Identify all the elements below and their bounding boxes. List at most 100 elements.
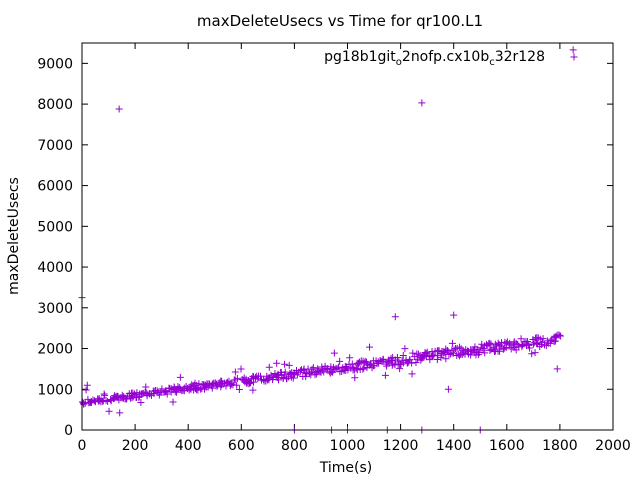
data-point <box>532 339 540 347</box>
data-points <box>78 46 577 434</box>
data-point <box>146 390 154 398</box>
x-tick-label: 1600 <box>489 438 525 454</box>
x-tick-label: 600 <box>228 438 255 454</box>
y-tick-label: 2000 <box>37 342 73 358</box>
y-tick-label: 7000 <box>37 138 73 154</box>
data-point <box>426 356 434 364</box>
data-point <box>142 383 150 391</box>
data-point <box>309 364 317 372</box>
data-point <box>281 360 289 368</box>
data-point <box>301 369 309 377</box>
data-point <box>456 343 464 351</box>
data-point <box>100 390 108 398</box>
data-point <box>176 373 184 381</box>
data-point <box>360 364 368 372</box>
data-point <box>401 345 409 353</box>
data-point <box>399 351 407 359</box>
data-point <box>359 365 367 373</box>
data-point <box>531 349 539 357</box>
data-point <box>366 343 374 351</box>
data-point <box>313 367 321 375</box>
data-point <box>408 359 416 367</box>
data-point <box>444 385 452 393</box>
data-point <box>418 99 426 107</box>
data-point <box>335 363 343 371</box>
data-point <box>336 357 344 365</box>
data-point <box>101 391 109 399</box>
data-point <box>289 374 297 382</box>
data-point <box>351 374 359 382</box>
data-point <box>231 368 239 376</box>
data-point <box>546 339 554 347</box>
data-point <box>541 341 549 349</box>
data-point <box>393 354 401 362</box>
data-point <box>233 381 241 389</box>
data-point <box>443 347 451 355</box>
data-point <box>283 375 291 383</box>
data-point <box>361 357 369 365</box>
legend-label-subscript-1: o <box>396 57 402 68</box>
data-point <box>413 355 421 363</box>
data-point <box>233 374 241 382</box>
data-point <box>446 350 454 358</box>
data-point <box>355 358 363 366</box>
data-point <box>137 399 145 407</box>
plot-frame <box>81 42 614 431</box>
legend-label-subscript-2: c <box>489 57 495 68</box>
data-point <box>519 341 527 349</box>
data-point <box>512 339 520 347</box>
data-point <box>387 357 395 365</box>
data-point <box>496 347 504 355</box>
data-point <box>396 365 404 373</box>
data-point <box>81 399 89 407</box>
data-point <box>265 375 273 383</box>
data-point <box>194 384 202 392</box>
data-point <box>412 359 420 367</box>
data-point <box>82 386 90 394</box>
x-tick-label: 1400 <box>436 438 472 454</box>
data-point <box>273 359 281 367</box>
data-point <box>551 337 559 345</box>
legend-label-part-2: 2nofp.cx10b <box>402 49 489 65</box>
data-point <box>173 388 181 396</box>
data-point <box>539 335 547 343</box>
data-point <box>557 332 565 340</box>
data-point <box>525 344 533 352</box>
data-point <box>552 333 560 341</box>
data-point <box>450 346 458 354</box>
data-point <box>116 409 124 417</box>
x-tick-label: 400 <box>175 438 202 454</box>
data-point <box>383 362 391 370</box>
data-point <box>249 386 257 394</box>
data-point <box>409 349 417 357</box>
data-point <box>528 350 536 358</box>
data-point <box>214 382 222 390</box>
data-point <box>490 346 498 354</box>
data-point <box>455 352 463 360</box>
x-tick-label: 1000 <box>330 438 366 454</box>
legend-label: pg18b1gito2nofp.cx10bc32r128 <box>324 49 545 68</box>
data-point <box>481 349 489 357</box>
data-point <box>346 354 354 362</box>
data-point <box>257 372 265 380</box>
data-point <box>237 365 245 373</box>
y-tick-label: 1000 <box>37 382 73 398</box>
data-point <box>330 349 338 357</box>
data-point <box>414 350 422 358</box>
data-point <box>448 339 456 347</box>
y-tick-label: 4000 <box>37 260 73 276</box>
legend-label-part-3: 32r128 <box>495 49 545 65</box>
y-axis-label: maxDeleteUsecs <box>6 177 22 295</box>
y-tick-label: 3000 <box>37 301 73 317</box>
x-tick-label: 2000 <box>595 438 631 454</box>
data-point <box>281 368 289 376</box>
data-point <box>115 105 123 113</box>
x-tick-label: 0 <box>78 438 87 454</box>
x-axis-label: Time(s) <box>319 460 372 476</box>
data-point <box>330 365 338 373</box>
data-point <box>391 313 399 321</box>
x-tick-label: 1800 <box>542 438 578 454</box>
y-tick-label: 6000 <box>37 179 73 195</box>
data-point <box>442 355 450 363</box>
